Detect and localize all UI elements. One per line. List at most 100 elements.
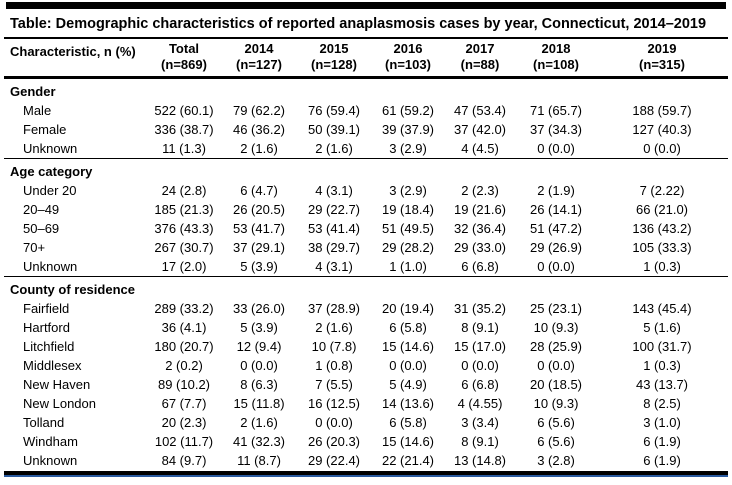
cell-value: 102 (11.7) bbox=[154, 434, 214, 449]
cell-value: 61 (59.2) bbox=[381, 103, 435, 118]
table-row: Middlesex 2 (0.2) 0 (0.0) 1 (0.8) 0 (0.0) 0 (… bbox=[4, 356, 728, 375]
cell-value: 84 (9.7) bbox=[161, 453, 207, 468]
cell-value: 6 (6.8) bbox=[461, 377, 499, 392]
table-row: Fairfield 289 (33.2) 33 (26.0) 37 (28.9) 20 … bbox=[4, 299, 728, 318]
column-n-label: (n=127) bbox=[236, 57, 282, 72]
cell-value: 136 (43.2) bbox=[632, 221, 692, 236]
table-row: Under 20 24 (2.8) 6 (4.7) 4 (3.1) 3 (2.9) 2 (… bbox=[4, 181, 728, 200]
cell-value: 47 (53.4) bbox=[453, 103, 507, 118]
cell-value: 29 (22.4) bbox=[307, 453, 361, 468]
row-label: Under 20 bbox=[23, 183, 77, 198]
cell-value: 289 (33.2) bbox=[154, 301, 214, 316]
cell-value: 143 (45.4) bbox=[632, 301, 692, 316]
cell-value: 16 (12.5) bbox=[307, 396, 361, 411]
cell-value: 8 (6.3) bbox=[240, 377, 278, 392]
column-n-label: (n=128) bbox=[311, 57, 357, 72]
table-row: Female 336 (38.7) 46 (36.2) 50 (39.1) 39 (37… bbox=[4, 120, 728, 139]
column-header-total: Total (n=869) bbox=[146, 38, 222, 78]
column-n-label: (n=315) bbox=[639, 57, 685, 72]
cell-value: 2 (1.6) bbox=[315, 141, 353, 156]
cell-value: 10 (7.8) bbox=[311, 339, 357, 354]
row-label: New London bbox=[23, 396, 96, 411]
cell-value: 11 (8.7) bbox=[237, 453, 281, 468]
cell-value: 5 (4.9) bbox=[389, 377, 427, 392]
cell-value: 188 (59.7) bbox=[632, 103, 692, 118]
cell-value: 25 (23.1) bbox=[529, 301, 583, 316]
cell-value: 2 (1.6) bbox=[240, 415, 278, 430]
cell-value: 3 (3.4) bbox=[461, 415, 499, 430]
cell-value: 31 (35.2) bbox=[453, 301, 507, 316]
cell-value: 20 (18.5) bbox=[529, 377, 583, 392]
table-title: Table: Demographic characteristics of re… bbox=[10, 16, 707, 32]
table-row: Unknown 84 (9.7) 11 (8.7) 29 (22.4) 22 (21.4… bbox=[4, 451, 728, 470]
table-row: New Haven 89 (10.2) 8 (6.3) 7 (5.5) 5 (4.9) 6… bbox=[4, 375, 728, 394]
cell-value: 15 (14.6) bbox=[381, 339, 435, 354]
cell-value: 26 (14.1) bbox=[529, 202, 583, 217]
cell-value: 71 (65.7) bbox=[529, 103, 583, 118]
cell-value: 6 (1.9) bbox=[643, 453, 681, 468]
table-row: Hartford 36 (4.1) 5 (3.9) 2 (1.6) 6 (5.8) 8 (… bbox=[4, 318, 728, 337]
cell-value: 180 (20.7) bbox=[154, 339, 214, 354]
cell-value: 66 (21.0) bbox=[635, 202, 689, 217]
cell-value: 29 (26.9) bbox=[529, 240, 583, 255]
cell-value: 6 (6.8) bbox=[461, 259, 499, 274]
row-label: New Haven bbox=[23, 377, 91, 392]
cell-value: 127 (40.3) bbox=[632, 122, 692, 137]
table-row: Unknown 17 (2.0) 5 (3.9) 4 (3.1) 1 (1.0) 6 (6… bbox=[4, 257, 728, 277]
column-header-2019: 2019 (n=315) bbox=[596, 38, 728, 78]
cell-value: 26 (20.3) bbox=[307, 434, 361, 449]
cell-value: 20 (19.4) bbox=[381, 301, 435, 316]
cell-value: 10 (9.3) bbox=[533, 396, 579, 411]
column-header-2014: 2014 (n=127) bbox=[222, 38, 296, 78]
cell-value: 51 (49.5) bbox=[381, 221, 435, 236]
section-label: Gender bbox=[10, 84, 56, 99]
cell-value: 67 (7.7) bbox=[161, 396, 207, 411]
column-year-label: Total bbox=[168, 41, 200, 56]
row-label: Windham bbox=[23, 434, 78, 449]
cell-value: 1 (0.3) bbox=[643, 358, 681, 373]
cell-value: 5 (3.9) bbox=[240, 259, 278, 274]
cell-value: 7 (2.22) bbox=[639, 183, 685, 198]
cell-value: 2 (1.6) bbox=[240, 141, 278, 156]
row-label: Male bbox=[23, 103, 52, 118]
row-label: Hartford bbox=[23, 320, 70, 335]
cell-value: 2 (1.9) bbox=[537, 183, 575, 198]
cell-value: 1 (0.3) bbox=[643, 259, 681, 274]
cell-value: 0 (0.0) bbox=[643, 141, 681, 156]
cell-value: 0 (0.0) bbox=[537, 358, 575, 373]
cell-value: 37 (29.1) bbox=[232, 240, 286, 255]
row-label: 70+ bbox=[23, 240, 46, 255]
table-row: Male 522 (60.1) 79 (62.2) 76 (59.4) 61 (59.2… bbox=[4, 101, 728, 120]
cell-value: 522 (60.1) bbox=[154, 103, 214, 118]
column-year-label: 2014 bbox=[244, 41, 274, 56]
cell-value: 8 (9.1) bbox=[461, 434, 499, 449]
cell-value: 33 (26.0) bbox=[232, 301, 286, 316]
cell-value: 0 (0.0) bbox=[537, 259, 575, 274]
cell-value: 79 (62.2) bbox=[232, 103, 286, 118]
cell-value: 2 (1.6) bbox=[315, 320, 353, 335]
cell-value: 4 (4.55) bbox=[457, 396, 503, 411]
cell-value: 26 (20.5) bbox=[232, 202, 286, 217]
cell-value: 37 (42.0) bbox=[453, 122, 507, 137]
row-label: Tolland bbox=[23, 415, 65, 430]
cell-value: 15 (17.0) bbox=[453, 339, 507, 354]
row-label: Female bbox=[23, 122, 67, 137]
cell-value: 336 (38.7) bbox=[154, 122, 214, 137]
cell-value: 28 (25.9) bbox=[529, 339, 583, 354]
section-header-row: County of residence bbox=[4, 276, 728, 299]
row-label: 50–69 bbox=[23, 221, 60, 236]
cell-value: 1 (1.0) bbox=[389, 259, 427, 274]
cell-value: 1 (0.8) bbox=[315, 358, 353, 373]
cell-value: 6 (5.6) bbox=[537, 434, 575, 449]
cell-value: 89 (10.2) bbox=[157, 377, 211, 392]
column-n-label: (n=88) bbox=[460, 57, 500, 72]
cell-value: 0 (0.0) bbox=[315, 415, 353, 430]
cell-value: 37 (34.3) bbox=[529, 122, 583, 137]
table-row: 50–69 376 (43.3) 53 (41.7) 53 (41.4) 51 (49.… bbox=[4, 219, 728, 238]
cell-value: 51 (47.2) bbox=[529, 221, 583, 236]
cell-value: 6 (5.8) bbox=[389, 415, 427, 430]
cell-value: 5 (1.6) bbox=[643, 320, 681, 335]
table-row: Tolland 20 (2.3) 2 (1.6) 0 (0.0) 6 (5.8) 3 (3… bbox=[4, 413, 728, 432]
cell-value: 22 (21.4) bbox=[381, 453, 435, 468]
cell-value: 376 (43.3) bbox=[154, 221, 214, 236]
